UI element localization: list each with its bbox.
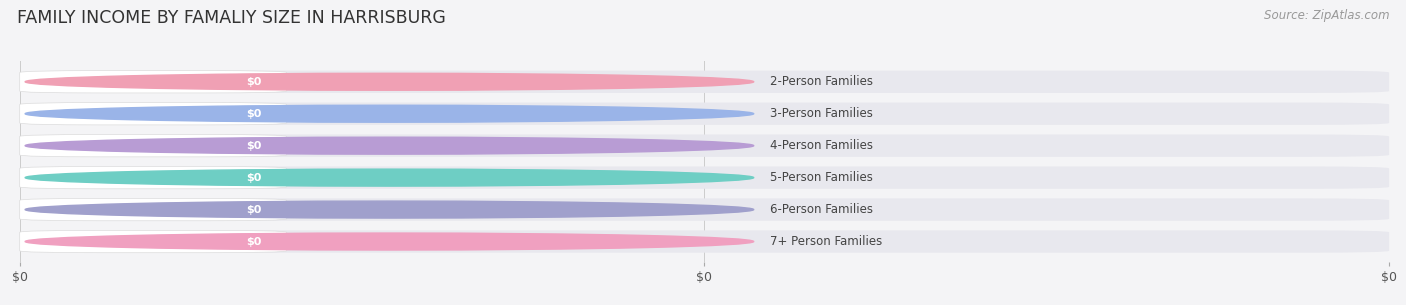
FancyBboxPatch shape [20,102,1389,125]
Circle shape [25,201,754,218]
Text: $0: $0 [246,205,262,215]
Circle shape [25,137,754,154]
Text: FAMILY INCOME BY FAMALIY SIZE IN HARRISBURG: FAMILY INCOME BY FAMALIY SIZE IN HARRISB… [17,9,446,27]
Text: $0: $0 [246,237,262,246]
FancyBboxPatch shape [20,230,287,253]
Circle shape [25,233,754,250]
Text: 2-Person Families: 2-Person Families [770,75,873,88]
FancyBboxPatch shape [20,167,287,189]
Text: Source: ZipAtlas.com: Source: ZipAtlas.com [1264,9,1389,22]
FancyBboxPatch shape [228,138,280,154]
FancyBboxPatch shape [20,70,287,93]
Circle shape [25,105,754,122]
FancyBboxPatch shape [20,135,287,157]
FancyBboxPatch shape [20,198,287,221]
Text: 4-Person Families: 4-Person Families [770,139,873,152]
FancyBboxPatch shape [20,70,1389,93]
Circle shape [25,73,754,90]
Circle shape [25,169,754,186]
Text: $0: $0 [246,109,262,119]
FancyBboxPatch shape [20,198,1389,221]
Text: 3-Person Families: 3-Person Families [770,107,873,120]
Text: $0: $0 [246,141,262,151]
FancyBboxPatch shape [228,170,280,186]
FancyBboxPatch shape [228,234,280,249]
Text: $0: $0 [246,173,262,183]
FancyBboxPatch shape [20,102,287,125]
FancyBboxPatch shape [228,202,280,218]
FancyBboxPatch shape [20,230,1389,253]
FancyBboxPatch shape [20,135,1389,157]
FancyBboxPatch shape [20,167,1389,189]
Text: 6-Person Families: 6-Person Families [770,203,873,216]
Text: 5-Person Families: 5-Person Families [770,171,873,184]
FancyBboxPatch shape [228,106,280,122]
Text: 7+ Person Families: 7+ Person Families [770,235,883,248]
FancyBboxPatch shape [228,74,280,90]
Text: $0: $0 [246,77,262,87]
